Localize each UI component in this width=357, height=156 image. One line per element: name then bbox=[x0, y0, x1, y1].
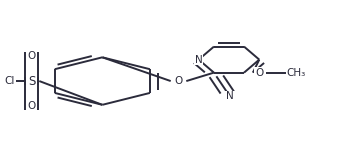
Text: O: O bbox=[27, 101, 36, 111]
Text: O: O bbox=[255, 68, 263, 78]
Text: Cl: Cl bbox=[4, 76, 14, 86]
Text: N: N bbox=[195, 55, 202, 65]
Text: CH₃: CH₃ bbox=[286, 68, 306, 78]
Text: O: O bbox=[27, 51, 36, 61]
Text: O: O bbox=[174, 76, 183, 86]
Text: N: N bbox=[226, 91, 234, 101]
Text: S: S bbox=[28, 75, 35, 88]
